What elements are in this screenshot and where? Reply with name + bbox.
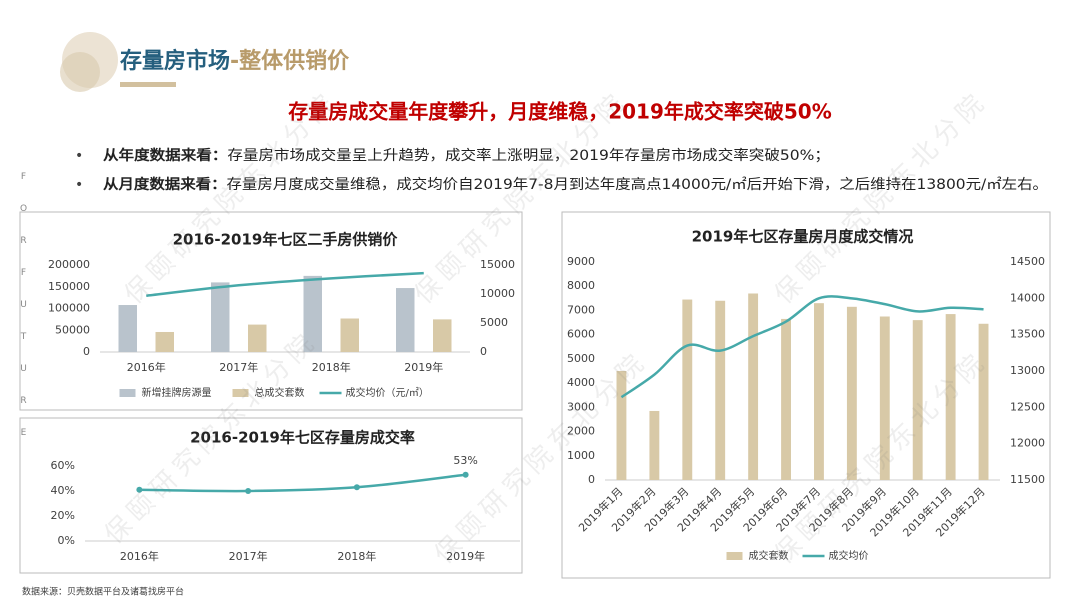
bar xyxy=(303,275,322,352)
bar xyxy=(396,288,415,352)
legend-swatch xyxy=(119,389,136,397)
x-tick-label: 2017年 xyxy=(229,549,268,563)
y-tick-label: 1000 xyxy=(567,449,595,462)
y-tick-label: 0 xyxy=(588,473,595,486)
y-tick-label: 4000 xyxy=(567,376,595,389)
title: 存量房市场 xyxy=(120,48,230,74)
x-tick-label: 2019年 xyxy=(446,549,485,563)
bar xyxy=(211,282,230,352)
bullet-label: 从月度数据来看： xyxy=(103,176,227,193)
y-tick-label: 60% xyxy=(51,459,75,472)
line xyxy=(146,271,424,297)
headline: 存量房成交量年度攀升，月度维稳，2019年成交率突破50% xyxy=(288,100,832,124)
y2-tick-label: 13000 xyxy=(1010,364,1045,377)
legend-label: 新增挂牌房源量 xyxy=(142,386,212,399)
header-title: 存量房市场-整体供销价 xyxy=(120,48,350,74)
x-tick-label: 2016年 xyxy=(120,549,159,563)
bar xyxy=(248,324,267,352)
legend-swatch xyxy=(726,552,743,560)
bar xyxy=(616,371,627,480)
legend-label: 成交均价 xyxy=(829,549,869,562)
marker xyxy=(462,471,469,478)
source: 数据来源：贝壳数据平台及诸葛找房平台 xyxy=(22,586,184,598)
y2-tick-label: 15000 xyxy=(480,258,515,271)
bar xyxy=(340,318,359,352)
chart-title: 2016-2019年七区存量房成交率 xyxy=(190,429,415,447)
bar xyxy=(118,305,137,352)
panel xyxy=(19,211,523,411)
bar xyxy=(879,316,890,480)
y2-tick-label: 0 xyxy=(480,345,487,358)
y2-tick-label: 10000 xyxy=(480,287,515,300)
legend-label: 成交套数 xyxy=(749,549,789,562)
panel xyxy=(19,417,523,574)
underline xyxy=(120,82,176,87)
bar xyxy=(814,303,824,480)
y-tick-label: 7000 xyxy=(567,303,595,316)
bullet-dot: • xyxy=(75,177,83,193)
y-tick-label: 5000 xyxy=(567,352,595,365)
y-tick-label: 100000 xyxy=(48,302,90,315)
y-tick-label: 2000 xyxy=(567,425,595,438)
value-label: 53% xyxy=(453,454,477,467)
bar xyxy=(649,410,660,480)
bar xyxy=(682,299,693,480)
bullet-text: 存量房市场成交量呈上升趋势，成交率上涨明显，2019年存量房市场成交率突破50%… xyxy=(227,147,830,164)
x-tick-label: 2016年 xyxy=(127,360,166,374)
x-tick-label: 2019年 xyxy=(404,360,443,374)
y2-tick-label: 13500 xyxy=(1010,328,1045,341)
y-tick-label: 6000 xyxy=(567,328,595,341)
x-tick-label: 2018年 xyxy=(312,360,351,374)
y-tick-label: 200000 xyxy=(48,258,90,271)
legend-label: 总成交套数 xyxy=(255,386,305,399)
y2-tick-label: 5000 xyxy=(480,316,508,329)
line xyxy=(139,473,466,493)
legend-label: 成交均价（元/㎡） xyxy=(346,386,429,399)
bar xyxy=(846,306,857,480)
y2-tick-label: 12500 xyxy=(1010,400,1045,413)
y-tick-label: 8000 xyxy=(567,279,595,292)
bar xyxy=(912,320,923,480)
y-tick-label: 0 xyxy=(83,345,90,358)
x-tick-label: 2018年 xyxy=(337,549,376,563)
y2-tick-label: 11500 xyxy=(1010,473,1045,486)
marker xyxy=(245,488,252,494)
chart-title: 2019年七区存量房月度成交情况 xyxy=(692,228,914,246)
y-tick-label: 3000 xyxy=(567,400,595,413)
bullet: 从年度数据来看： 存量房市场成交量呈上升趋势，成交率上涨明显，2019年存量房市场… xyxy=(103,147,830,164)
legend-swatch xyxy=(232,389,249,397)
marker xyxy=(136,486,143,493)
side-text: FORFUTURE xyxy=(19,172,29,460)
y2-tick-label: 14000 xyxy=(1010,291,1045,304)
marker xyxy=(353,484,360,491)
y-tick-label: 9000 xyxy=(567,255,595,268)
bullet-label: 从年度数据来看： xyxy=(103,147,227,164)
bar xyxy=(945,314,956,480)
chart-title: 2016-2019年七区二手房供销价 xyxy=(173,231,399,249)
y-tick-label: 150000 xyxy=(48,280,90,293)
bar xyxy=(433,319,452,352)
bar xyxy=(715,300,726,480)
x-tick-label: 2017年 xyxy=(219,360,258,374)
subtitle: -整体供销价 xyxy=(230,48,350,74)
y-tick-label: 20% xyxy=(51,509,75,522)
bar xyxy=(155,331,174,352)
y-tick-label: 50000 xyxy=(55,323,90,336)
bar xyxy=(781,318,791,480)
bullet-text: 存量房月度成交量维稳，成交均价自2019年7-8月到达年度高点14000元/㎡后… xyxy=(227,176,1048,193)
line xyxy=(620,295,984,399)
bullet: 从月度数据来看： 存量房月度成交量维稳，成交均价自2019年7-8月到达年度高点1… xyxy=(103,176,1048,193)
y2-tick-label: 14500 xyxy=(1010,255,1045,268)
bullet-dot: • xyxy=(75,148,83,164)
panel xyxy=(561,211,1051,579)
bar xyxy=(978,323,989,480)
bar xyxy=(748,293,759,480)
deco-circle xyxy=(60,52,100,92)
y-tick-label: 0% xyxy=(58,534,75,547)
y2-tick-label: 12000 xyxy=(1010,437,1045,450)
y-tick-label: 40% xyxy=(51,484,75,497)
